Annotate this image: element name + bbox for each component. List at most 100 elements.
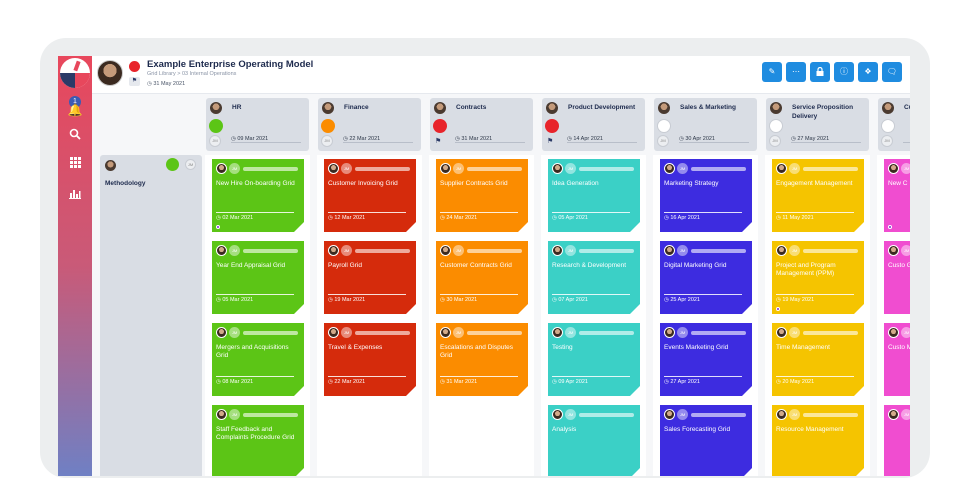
card-date: ◷ 07 Apr 2021 xyxy=(552,297,588,303)
card-owner-avatar xyxy=(776,409,787,420)
card-title: Custo Manag xyxy=(888,344,910,351)
column-header[interactable]: Cu JM xyxy=(878,98,910,151)
column-name: Finance xyxy=(344,104,369,111)
card-owner-initials: JM xyxy=(453,245,464,256)
card-owner-avatar xyxy=(440,327,451,338)
breadcrumb[interactable]: Grid Library > 03 Internal Operations xyxy=(147,71,237,77)
column-header[interactable]: HR JM ◷ 09 Mar 2021 xyxy=(206,98,309,151)
grid-card[interactable]: JM Staff Feedback and Complaints Procedur… xyxy=(212,405,304,476)
card-date: ◷ 08 Mar 2021 xyxy=(216,379,254,385)
card-owner-avatar xyxy=(328,245,339,256)
card-title: Time Management xyxy=(776,344,830,351)
column-status-dot xyxy=(881,119,895,133)
info-button[interactable]: ⓘ xyxy=(834,62,854,82)
more-button[interactable]: ⋯ xyxy=(786,62,806,82)
bar-chart-icon[interactable] xyxy=(67,187,83,203)
comment-button[interactable]: 🗨 xyxy=(882,62,902,82)
grid-card[interactable]: JM Sales Forecasting Grid xyxy=(660,405,752,476)
grid-card[interactable]: JM Resource Management xyxy=(772,405,864,476)
column-divider xyxy=(455,142,525,143)
column-header[interactable]: Service Proposition Delivery JM ◷ 27 May 2… xyxy=(766,98,869,151)
card-progress-bar xyxy=(803,249,858,253)
card-owner-initials: JM xyxy=(453,163,464,174)
grid-card[interactable]: JM Customer Invoicing Grid ◷ 12 Mar 2021 xyxy=(324,159,416,232)
column-header[interactable]: Sales & Marketing JM ◷ 30 Apr 2021 xyxy=(654,98,757,151)
card-divider xyxy=(776,212,854,213)
column-header[interactable]: Finance JM ◷ 22 Mar 2021 xyxy=(318,98,421,151)
card-owner-initials: JM xyxy=(677,327,688,338)
flag-icon[interactable]: ⚑ xyxy=(435,138,442,145)
grid-card[interactable]: JM Analysis xyxy=(548,405,640,476)
grid-card[interactable]: JM Year End Appraisal Grid ◷ 05 Mar 2021 xyxy=(212,241,304,314)
search-icon[interactable] xyxy=(67,128,83,144)
grid-card[interactable]: JM Digital Marketing Grid ◷ 25 Apr 2021 xyxy=(660,241,752,314)
card-progress-bar xyxy=(467,249,522,253)
grid-canvas: JM Methodology HR JM ◷ 09 Mar 2021 JM New Hi… xyxy=(92,94,910,476)
card-owner-avatar xyxy=(776,327,787,338)
card-owner-initials: JM xyxy=(341,327,352,338)
column-owner-avatar xyxy=(322,102,334,114)
row-owner-initials: JM xyxy=(185,159,196,170)
card-progress-bar xyxy=(467,331,522,335)
column-owner-initials: JM xyxy=(321,135,333,147)
card-title: Staff Feedback and Complaints Procedure … xyxy=(216,426,295,441)
app-logo[interactable] xyxy=(60,58,90,88)
grid-card[interactable]: JM Escalations and Disputes Grid ◷ 31 Mar … xyxy=(436,323,528,396)
grid-card[interactable]: JM Time Management ◷ 20 May 2021 xyxy=(772,323,864,396)
grid-card[interactable]: JM New Hire On-boarding Grid ◷ 02 Mar 2021 xyxy=(212,159,304,232)
column-name: Cu xyxy=(904,104,910,111)
bell-icon[interactable]: 🔔 xyxy=(67,103,83,117)
grid-card[interactable]: JM Custo Manag xyxy=(884,323,910,396)
column-date: ◷ 30 Apr 2021 xyxy=(679,136,715,142)
column-divider xyxy=(903,142,910,143)
flag-icon[interactable]: ⚑ xyxy=(129,77,140,86)
column-header[interactable]: Contracts ⚑ ◷ 31 Mar 2021 xyxy=(430,98,533,151)
grid-card[interactable]: JM New C xyxy=(884,159,910,232)
flag-icon[interactable]: ⚑ xyxy=(547,138,554,145)
card-owner-avatar xyxy=(552,163,563,174)
grid-card[interactable]: JM Custo Grid xyxy=(884,241,910,314)
card-progress-bar xyxy=(803,413,858,417)
grid-card[interactable]: JM Travel & Expenses ◷ 22 Mar 2021 xyxy=(324,323,416,396)
grid-icon[interactable] xyxy=(67,156,83,172)
row-header-methodology[interactable]: JM Methodology xyxy=(100,155,202,476)
card-divider xyxy=(440,212,518,213)
grid-card[interactable]: JM Research & Development ◷ 07 Apr 2021 xyxy=(548,241,640,314)
column-date: ◷ 31 Mar 2021 xyxy=(455,136,493,142)
owner-avatar[interactable] xyxy=(97,60,123,86)
card-owner-initials: JM xyxy=(341,245,352,256)
card-title: Year End Appraisal Grid xyxy=(216,262,286,269)
grid-card[interactable]: JM Marketing Strategy ◷ 16 Apr 2021 xyxy=(660,159,752,232)
grid-card[interactable]: JM Engagement Management ◷ 11 May 2021 xyxy=(772,159,864,232)
grid-card[interactable]: JM Testing ◷ 09 Apr 2021 xyxy=(548,323,640,396)
card-title: Marketing Strategy xyxy=(664,180,719,187)
grid-card[interactable]: JM Project and Program Management (PPM) ◷ … xyxy=(772,241,864,314)
column-name: Contracts xyxy=(456,104,487,111)
column-header[interactable]: Product Development ⚑ ◷ 14 Apr 2021 xyxy=(542,98,645,151)
grid-card[interactable]: JM Events Marketing Grid ◷ 27 Apr 2021 xyxy=(660,323,752,396)
grid-card[interactable]: JM Idea Generation ◷ 05 Apr 2021 xyxy=(548,159,640,232)
grid-card[interactable]: JM Customer Contracts Grid ◷ 30 Mar 2021 xyxy=(436,241,528,314)
grid-card[interactable]: JM xyxy=(884,405,910,476)
tag-button[interactable]: ❖ xyxy=(858,62,878,82)
column-date: ◷ 14 Apr 2021 xyxy=(567,136,603,142)
column-date: ◷ 22 Mar 2021 xyxy=(343,136,381,142)
card-owner-avatar xyxy=(552,327,563,338)
edit-button[interactable]: ✎ xyxy=(762,62,782,82)
card-owner-initials: JM xyxy=(901,409,910,420)
card-date: ◷ 22 Mar 2021 xyxy=(328,379,366,385)
grid-card[interactable]: JM Mergers and Acquisitions Grid ◷ 08 Mar … xyxy=(212,323,304,396)
card-divider xyxy=(552,294,630,295)
column-owner-initials: JM xyxy=(769,135,781,147)
card-title: Testing xyxy=(552,344,573,351)
column-date: ◷ 09 Mar 2021 xyxy=(231,136,269,142)
card-owner-initials: JM xyxy=(901,163,910,174)
card-progress-bar xyxy=(467,167,522,171)
lock-button[interactable] xyxy=(810,62,830,82)
card-progress-bar xyxy=(243,413,298,417)
grid-card[interactable]: JM Supplier Contracts Grid ◷ 24 Mar 2021 xyxy=(436,159,528,232)
column-owner-avatar xyxy=(658,102,670,114)
card-owner-initials: JM xyxy=(229,163,240,174)
column-divider xyxy=(343,142,413,143)
grid-card[interactable]: JM Payroll Grid ◷ 19 Mar 2021 xyxy=(324,241,416,314)
